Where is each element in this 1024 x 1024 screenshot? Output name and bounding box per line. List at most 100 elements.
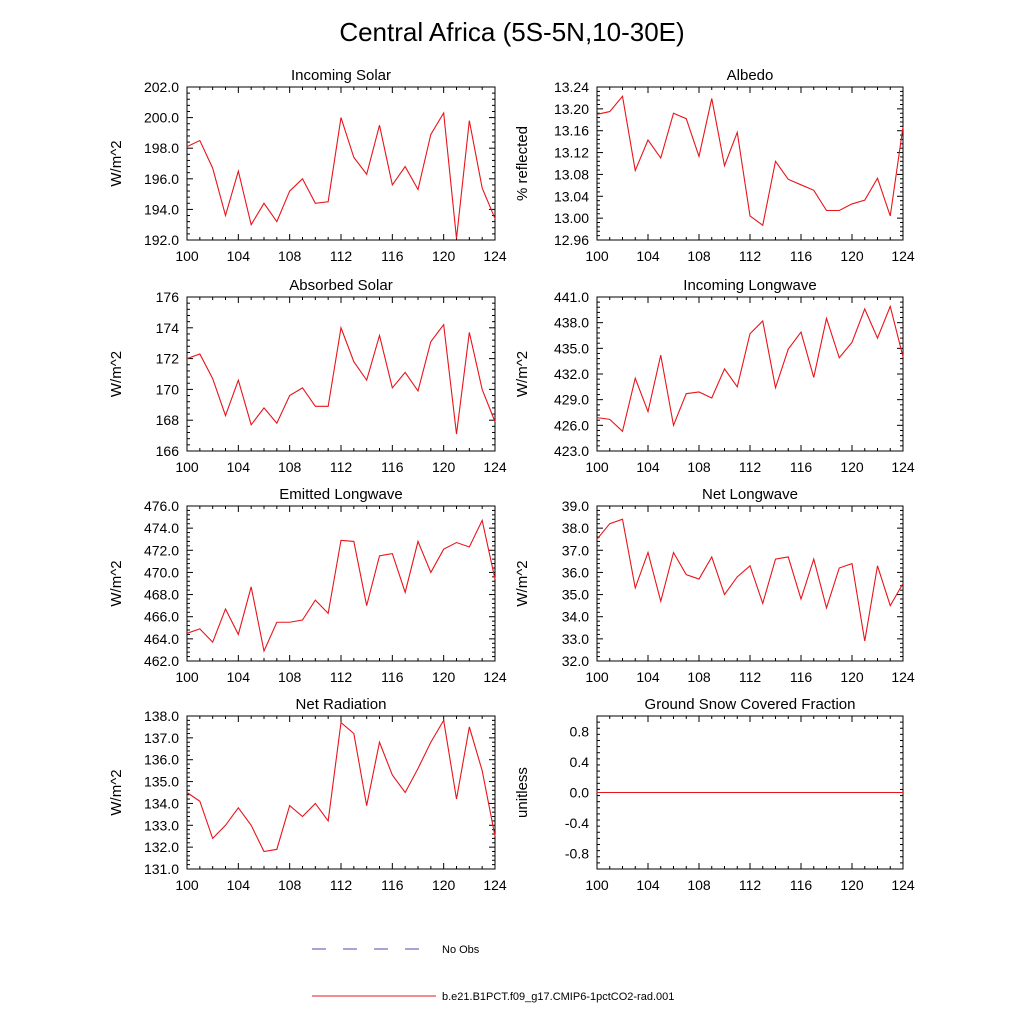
- x-tick-label: 100: [175, 459, 199, 475]
- y-tick-label: 200.0: [144, 110, 179, 126]
- y-tick-label: 32.0: [562, 653, 589, 669]
- x-tick-label: 120: [840, 669, 864, 685]
- panel-incoming-solar: Incoming Solar 100 104 108 112 116 120 124 192.0…: [108, 67, 507, 264]
- series-line-incoming-solar: [186, 111, 496, 239]
- x-tick-label: 120: [432, 877, 456, 893]
- x-tick-label: 116: [790, 459, 813, 475]
- y-tick-label: 166: [156, 443, 180, 459]
- figure-title: Central Africa (5S-5N,10-30E): [339, 17, 684, 47]
- y-tick-label: 38.0: [562, 520, 589, 536]
- x-tick-label: 124: [483, 669, 507, 685]
- y-tick-label: 13.04: [554, 188, 589, 204]
- x-tick-label: 112: [330, 669, 353, 685]
- series-line-emitted-longwave: [186, 518, 496, 653]
- y-tick-label: 202.0: [144, 79, 179, 95]
- y-tick-label: 39.0: [562, 498, 589, 514]
- y-tick-label: 34.0: [562, 609, 589, 625]
- x-tick-label: 108: [687, 459, 711, 475]
- x-tick-label: 104: [227, 877, 251, 893]
- x-tick-label: 100: [585, 877, 609, 893]
- y-tick-label: 13.12: [554, 145, 589, 161]
- panel-title-net-longwave: Net Longwave: [702, 486, 798, 503]
- x-tick-label: 104: [636, 459, 660, 475]
- x-tick-label: 116: [381, 669, 404, 685]
- y-tick-label: 466.0: [144, 609, 179, 625]
- y-axis-label-emitted-longwave: W/m^2: [108, 560, 125, 606]
- x-tick-label: 108: [278, 877, 302, 893]
- x-tick-label: 104: [227, 669, 251, 685]
- series-line-net-radiation: [186, 718, 496, 853]
- y-tick-label: 13.08: [554, 166, 589, 182]
- x-tick-label: 100: [585, 669, 609, 685]
- y-axis-label-incoming-solar: W/m^2: [108, 140, 125, 186]
- y-tick-label: 198.0: [144, 140, 179, 156]
- plot-frame-net-radiation: [186, 715, 496, 870]
- y-tick-label: 464.0: [144, 631, 179, 647]
- x-tick-label: 108: [278, 669, 302, 685]
- y-tick-label: 438.0: [554, 315, 589, 331]
- x-tick-label: 120: [432, 459, 456, 475]
- y-tick-label: 429.0: [554, 392, 589, 408]
- y-tick-label: 36.0: [562, 564, 589, 580]
- x-tick-label: 120: [432, 669, 456, 685]
- y-tick-label: 470.0: [144, 564, 179, 580]
- y-tick-label: 137.0: [144, 730, 179, 746]
- x-tick-label: 124: [483, 877, 507, 893]
- y-axis-label-ground-snow-covered-fraction: unitless: [514, 767, 531, 818]
- panel-incoming-longwave: Incoming Longwave 100 104 108 112 116 120 124 42…: [514, 277, 915, 475]
- x-tick-label: 104: [227, 248, 251, 264]
- legend-label-no-obs: No Obs: [442, 944, 480, 956]
- y-tick-label: 174: [156, 320, 180, 336]
- panel-title-incoming-solar: Incoming Solar: [291, 67, 391, 84]
- x-tick-label: 120: [840, 248, 864, 264]
- y-axis-label-albedo: % reflected: [514, 126, 531, 201]
- panel-emitted-longwave: Emitted Longwave 100 104 108 112 116 120 124 462…: [108, 486, 507, 685]
- x-tick-label: 120: [840, 459, 864, 475]
- y-tick-label: 37.0: [562, 542, 589, 558]
- y-tick-label: 474.0: [144, 520, 179, 536]
- y-tick-label: 0.8: [570, 723, 590, 739]
- y-tick-label: 35.0: [562, 587, 589, 603]
- x-tick-label: 116: [381, 248, 404, 264]
- x-tick-label: 116: [381, 459, 404, 475]
- x-tick-label: 108: [278, 248, 302, 264]
- panel-net-longwave: Net Longwave 100 104 108 112 116 120 124 32.0 33.…: [514, 486, 915, 685]
- x-tick-label: 104: [636, 877, 660, 893]
- y-axis-label-absorbed-solar: W/m^2: [108, 351, 125, 397]
- x-tick-label: 116: [790, 248, 813, 264]
- panel-title-absorbed-solar: Absorbed Solar: [289, 277, 392, 294]
- panel-title-emitted-longwave: Emitted Longwave: [279, 486, 402, 503]
- y-axis-label-net-radiation: W/m^2: [108, 769, 125, 815]
- x-tick-label: 108: [687, 248, 711, 264]
- panel-absorbed-solar: Absorbed Solar 100 104 108 112 116 120 124 166 16…: [108, 277, 507, 475]
- y-tick-label: 476.0: [144, 498, 179, 514]
- x-tick-label: 100: [585, 459, 609, 475]
- y-tick-label: 131.0: [144, 861, 179, 877]
- plot-frame-albedo: [596, 86, 904, 241]
- panel-grid: Incoming Solar 100 104 108 112 116 120 124 192.0…: [108, 67, 915, 893]
- x-tick-label: 104: [227, 459, 251, 475]
- x-tick-label: 124: [891, 248, 915, 264]
- x-tick-label: 116: [790, 877, 813, 893]
- y-tick-label: -0.4: [565, 815, 589, 831]
- x-tick-label: 124: [891, 877, 915, 893]
- plot-frame-absorbed-solar: [186, 296, 496, 452]
- y-tick-label: 33.0: [562, 631, 589, 647]
- y-tick-label: 170: [156, 381, 180, 397]
- plot-frame-incoming-longwave: [596, 296, 904, 452]
- panel-title-incoming-longwave: Incoming Longwave: [683, 277, 816, 294]
- y-tick-label: 135.0: [144, 774, 179, 790]
- x-tick-label: 112: [739, 669, 762, 685]
- legend-label-model: b.e21.B1PCT.f09_g17.CMIP6-1pctCO2-rad.00…: [442, 991, 674, 1003]
- x-tick-label: 104: [636, 248, 660, 264]
- series-line-albedo: [596, 95, 904, 227]
- panel-title-albedo: Albedo: [727, 67, 774, 84]
- x-tick-label: 116: [790, 669, 813, 685]
- x-tick-label: 112: [330, 459, 353, 475]
- panel-net-radiation: Net Radiation 100 104 108 112 116 120 124 131.0 1…: [108, 696, 507, 893]
- x-tick-label: 112: [330, 877, 353, 893]
- x-tick-label: 100: [175, 248, 199, 264]
- x-tick-label: 124: [891, 459, 915, 475]
- y-tick-label: -0.8: [565, 846, 589, 862]
- x-tick-label: 112: [739, 877, 762, 893]
